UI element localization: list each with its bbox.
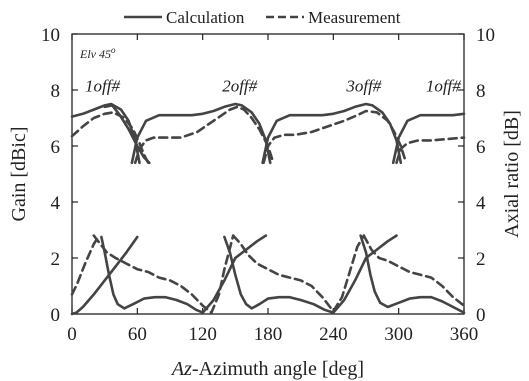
x-tick-label: 300 (384, 324, 413, 345)
x-axis-label: Az-Azimuth angle [deg] (170, 358, 364, 380)
y-tick-label-right: 4 (476, 193, 486, 214)
annotation-label: 3off# (345, 76, 381, 95)
elevation-label: Elv 45o (79, 45, 116, 61)
y-tick-label-right: 8 (476, 81, 486, 102)
data-series (70, 102, 466, 316)
gain-dashed-series-7 (262, 109, 407, 165)
y-tick-label-left: 0 (51, 305, 61, 326)
x-tick-label: 60 (128, 324, 147, 345)
axial_ratio-dashed-series-18 (362, 234, 466, 307)
x-tick-label: 0 (67, 324, 77, 345)
axial_ratio-solid-series-14 (364, 234, 398, 260)
annotations: 1off# 2off# 3off# 1off# (85, 76, 461, 95)
annotation-label: 2off# (222, 76, 257, 95)
gain-dashed-series-5 (70, 111, 150, 165)
y-tick-label-right: 6 (476, 137, 486, 158)
gain-solid-series-1 (130, 102, 272, 165)
gain-solid-series-2 (261, 102, 403, 165)
axial_ratio-dashed-series-15 (70, 234, 101, 296)
gain-dashed-series-8 (395, 136, 466, 165)
axial_ratio-solid-series-11 (223, 235, 368, 314)
legend-label-measurement: Measurement (308, 8, 401, 27)
plot-frame (71, 33, 465, 315)
gain-solid-series-3 (391, 112, 466, 165)
y-tick-label-left: 2 (51, 249, 61, 270)
y-tick-label-left: 10 (41, 25, 60, 46)
x-tick-label: 120 (188, 324, 217, 345)
x-tick-label: 180 (254, 324, 283, 345)
y-axis-label-left: Gain [dBic] (8, 127, 30, 222)
annotation-label: 1off# (85, 76, 120, 95)
legend-label-calculation: Calculation (166, 8, 245, 27)
y-tick-label-left: 4 (51, 193, 61, 214)
annotation-label: 1off# (426, 76, 461, 95)
y-tick-label-left: 8 (51, 81, 61, 102)
y-tick-label-right: 2 (476, 249, 486, 270)
axial_ratio-solid-series-13 (359, 234, 466, 314)
gain-solid-series-0 (70, 102, 141, 165)
y-axis-label-right: Axial ratio [dB] (501, 110, 523, 238)
y-tick-label-right: 0 (476, 305, 486, 326)
axial_ratio-solid-series-12 (234, 234, 268, 260)
x-tick-label: 360 (450, 324, 479, 345)
axial_ratio-dashed-series-17 (231, 234, 366, 313)
y-tick-label-left: 6 (51, 137, 61, 158)
legend: Calculation Measurement (124, 8, 401, 27)
gain-dashed-series-6 (133, 105, 274, 165)
axial_ratio-dashed-series-16 (92, 234, 235, 314)
y-tick-label-right: 10 (476, 25, 495, 46)
x-tick-label: 240 (319, 324, 348, 345)
axial_ratio-solid-series-9 (70, 235, 139, 316)
